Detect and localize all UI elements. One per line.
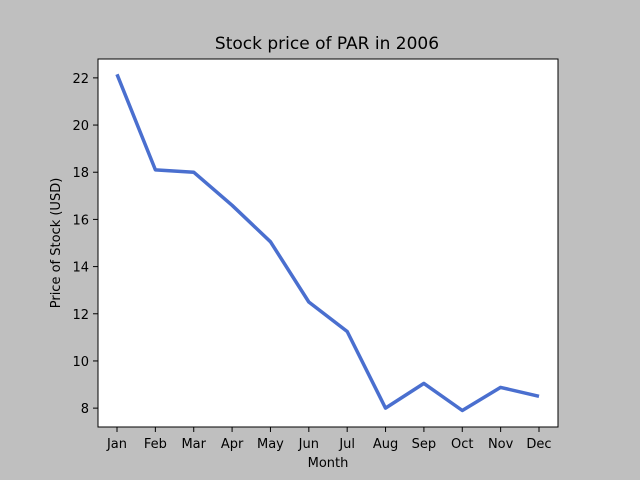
y-tick-label: 18 bbox=[72, 166, 89, 181]
y-tick-label: 20 bbox=[72, 119, 89, 134]
y-tick-label: 12 bbox=[72, 308, 89, 323]
x-axis: Jan Feb Mar Apr May Jun Jul Aug Sep Oct Nov Dec bbox=[106, 427, 552, 452]
series-line bbox=[115, 73, 540, 413]
x-tick-label: Dec bbox=[526, 437, 551, 452]
x-tick-label: May bbox=[257, 437, 284, 452]
chart-title: Stock price of PAR in 2006 bbox=[215, 34, 439, 54]
data-point bbox=[422, 382, 425, 385]
data-point bbox=[307, 300, 310, 303]
y-axis-label: Price of Stock (USD) bbox=[49, 178, 64, 309]
data-point bbox=[384, 407, 387, 410]
data-point bbox=[538, 395, 541, 398]
x-tick-label: Jul bbox=[338, 437, 355, 452]
x-tick-label: Jun bbox=[298, 437, 319, 452]
y-tick-label: 22 bbox=[72, 72, 89, 87]
x-tick-label: Jan bbox=[106, 437, 127, 452]
data-point bbox=[154, 168, 157, 171]
data-point bbox=[231, 204, 234, 207]
series-layer bbox=[115, 73, 541, 413]
x-tick-label: Nov bbox=[488, 437, 514, 452]
data-point bbox=[346, 330, 349, 333]
x-tick-label: Mar bbox=[181, 437, 206, 452]
data-point bbox=[269, 240, 272, 243]
data-point bbox=[116, 73, 119, 76]
y-tick-label: 10 bbox=[72, 355, 89, 370]
plot-area bbox=[97, 58, 559, 428]
x-axis-label: Month bbox=[308, 456, 349, 471]
x-tick-label: Feb bbox=[144, 437, 167, 452]
data-point bbox=[192, 171, 195, 174]
x-tick-label: Sep bbox=[412, 437, 437, 452]
x-tick-label: Aug bbox=[373, 437, 398, 452]
y-axis: 8 10 12 14 16 18 20 22 bbox=[72, 72, 98, 417]
data-point bbox=[461, 409, 464, 412]
data-point bbox=[499, 386, 502, 389]
y-tick-label: 16 bbox=[72, 213, 89, 228]
x-tick-label: Oct bbox=[451, 437, 473, 452]
y-tick-label: 8 bbox=[81, 402, 89, 417]
y-tick-label: 14 bbox=[72, 261, 89, 276]
x-tick-label: Apr bbox=[221, 437, 244, 452]
